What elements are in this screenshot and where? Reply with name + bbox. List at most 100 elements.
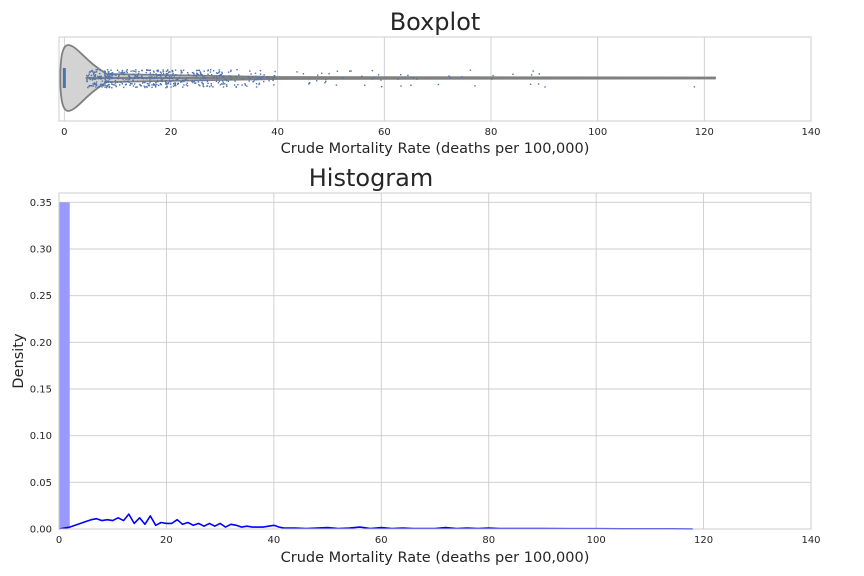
boxplot-strip-point [141, 75, 143, 77]
boxplot-strip-point [111, 72, 113, 74]
boxplot-x-axis-label: Crude Mortality Rate (deaths per 100,000… [281, 141, 590, 157]
boxplot-strip-point [210, 69, 212, 71]
boxplot-strip-point [111, 74, 113, 77]
boxplot-strip-point [142, 80, 145, 82]
boxplot-strip-point [201, 80, 203, 82]
boxplot-strip-point [160, 84, 162, 86]
histogram-y-tick-label: 0.30 [30, 245, 52, 256]
boxplot-strip-point [86, 79, 88, 81]
histogram-x-tick-label: 140 [801, 535, 820, 546]
boxplot-strip-point [194, 82, 196, 84]
boxplot-strip-point [141, 69, 143, 71]
boxplot-strip-point [180, 81, 182, 83]
boxplot-strip-point [107, 85, 109, 88]
boxplot-strip-point [107, 81, 110, 83]
histogram-bars [59, 202, 70, 530]
boxplot-strip-point [113, 84, 115, 86]
boxplot-strip-point [224, 83, 226, 85]
boxplot-strip-point [137, 73, 140, 75]
boxplot-strip-point [206, 80, 209, 83]
boxplot-strip-point [148, 69, 150, 72]
boxplot-strip-point [110, 77, 113, 79]
boxplot-strip-point [191, 71, 194, 74]
boxplot-strip-point [143, 77, 146, 79]
boxplot-strip-point [202, 85, 204, 87]
boxplot-strip-point [260, 78, 262, 80]
boxplot-strip-point [110, 81, 112, 83]
boxplot-panel: Boxplot 0 20 40 60 80 100 120 140 Crude Mortali… [58, 8, 821, 157]
boxplot-strip-point [86, 80, 88, 83]
boxplot-strip-point [153, 76, 156, 78]
boxplot-strip-point [88, 71, 91, 73]
boxplot-strip-point [146, 69, 148, 71]
boxplot-strip-point [138, 71, 140, 73]
boxplot-strip-point [120, 81, 122, 84]
boxplot-strip-point [134, 75, 136, 78]
boxplot-strip-point [221, 71, 223, 73]
boxplot-strip-point [155, 86, 157, 88]
boxplot-strip-point [125, 70, 128, 72]
boxplot-strip-point [173, 75, 175, 77]
boxplot-strip-point [100, 75, 102, 77]
boxplot-strip-point [156, 70, 158, 72]
boxplot-strip-point [182, 69, 185, 71]
boxplot-strip-point [111, 76, 113, 79]
boxplot-strip-point [377, 74, 380, 76]
boxplot-strip-point [302, 73, 305, 75]
boxplot-strip-point [205, 77, 207, 80]
boxplot-strip-point [199, 85, 201, 87]
boxplot-strip-point [166, 77, 168, 79]
boxplot-strip-point [92, 83, 94, 85]
histogram-y-axis-label: Density [11, 333, 27, 389]
boxplot-strip-point [212, 70, 215, 72]
boxplot-strip-point [149, 73, 152, 76]
boxplot-strip-point [207, 69, 209, 71]
boxplot-strip-point [201, 74, 203, 76]
boxplot-strip-point [166, 85, 168, 87]
histogram-x-axis-label: Crude Mortality Rate (deaths per 100,000… [281, 550, 590, 566]
boxplot-strip-point [114, 82, 117, 84]
histogram-kde-line [58, 513, 693, 530]
boxplot-strip-point [94, 75, 96, 77]
boxplot-strip-point [99, 72, 101, 75]
boxplot-strip-point [260, 77, 262, 79]
histogram-x-tick-label: 120 [694, 535, 713, 546]
boxplot-strip-point [221, 72, 223, 75]
boxplot-strip-point [123, 74, 125, 76]
boxplot-strip-point [142, 77, 144, 80]
boxplot-strip-point [203, 70, 205, 72]
boxplot-strip-point [104, 74, 106, 76]
boxplot-strip-point [126, 69, 128, 71]
boxplot-strip-point [121, 73, 123, 75]
boxplot-strip-point [166, 83, 169, 85]
boxplot-strip-point [108, 78, 111, 80]
boxplot-strip-point [218, 74, 220, 77]
boxplot-strip-point [249, 70, 251, 72]
boxplot-strip-point [108, 72, 110, 74]
boxplot-strip-point [104, 81, 106, 83]
boxplot-strip-point [234, 80, 236, 82]
boxplot-strip-point [94, 74, 97, 76]
histogram-grid [58, 193, 812, 530]
boxplot-x-tick-label: 140 [801, 127, 820, 138]
boxplot-title: Boxplot [390, 8, 481, 36]
boxplot-strip-point [177, 78, 179, 80]
boxplot-strip-point [91, 85, 93, 87]
boxplot-strip-point [316, 80, 318, 82]
boxplot-strip-point [118, 74, 120, 76]
boxplot-strip-point [196, 69, 198, 72]
boxplot-strip-point [128, 75, 130, 77]
boxplot-strip-point [274, 70, 276, 73]
boxplot-strip-point [108, 83, 110, 86]
boxplot-strip-point [87, 76, 89, 78]
boxplot-strip-point [210, 83, 212, 85]
boxplot-x-tick-label: 100 [588, 127, 607, 138]
boxplot-strip-point [164, 75, 167, 78]
boxplot-strip-point [341, 77, 344, 79]
boxplot-strip-point [244, 83, 246, 85]
boxplot-strip-point [274, 75, 276, 77]
boxplot-strip-point [211, 74, 213, 76]
boxplot-strip-point [263, 80, 265, 83]
boxplot-strip-point [165, 87, 167, 89]
boxplot-strip-point [181, 71, 183, 74]
